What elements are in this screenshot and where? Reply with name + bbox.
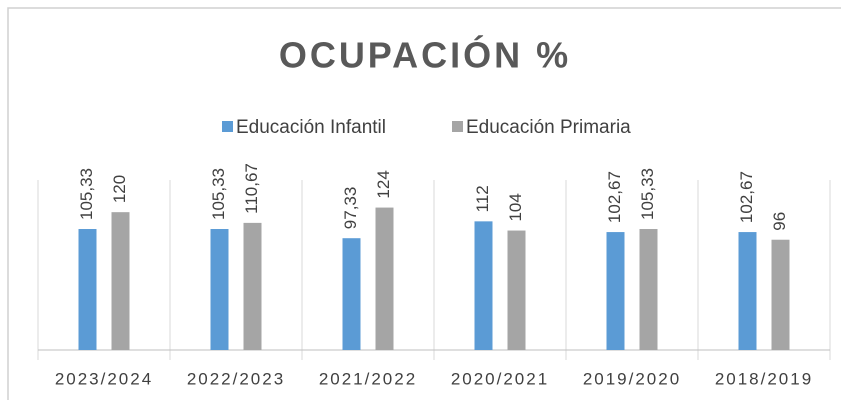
bar: [375, 207, 394, 350]
value-label: 105,33: [209, 168, 228, 220]
bar: [342, 238, 361, 350]
value-label: 96: [770, 212, 789, 231]
chart-frame: [7, 7, 841, 400]
value-label: 104: [506, 193, 525, 221]
value-label: 97,33: [341, 187, 360, 230]
bar: [507, 230, 526, 350]
bar: [474, 221, 493, 350]
value-label: 124: [374, 170, 393, 198]
bar: [639, 229, 658, 350]
bar: [111, 212, 130, 350]
value-label: 110,67: [242, 163, 261, 214]
legend-label: Educación Infantil: [236, 117, 386, 138]
legend-label: Educación Primaria: [466, 117, 631, 138]
chart-title: OCUPACIÓN %: [279, 34, 571, 76]
x-tick-label: 2021/2022: [319, 369, 417, 388]
value-label: 105,33: [77, 168, 96, 220]
x-tick-label: 2019/2020: [583, 369, 681, 388]
bar: [243, 222, 262, 350]
bar: [210, 229, 229, 350]
x-tick-label: 2022/2023: [187, 369, 285, 388]
bar: [606, 232, 625, 350]
value-label: 105,33: [638, 168, 657, 220]
bar: [738, 232, 757, 350]
value-label: 102,67: [605, 171, 624, 223]
x-tick-label: 2020/2021: [451, 369, 549, 388]
legend-swatch: [222, 121, 233, 132]
bar: [78, 229, 97, 350]
x-tick-label: 2018/2019: [715, 369, 813, 388]
legend-swatch: [452, 121, 463, 132]
bar: [771, 239, 790, 350]
value-label: 112: [473, 185, 492, 212]
x-tick-label: 2023/2024: [55, 369, 153, 388]
value-label: 120: [110, 175, 129, 203]
value-label: 102,67: [737, 171, 756, 223]
